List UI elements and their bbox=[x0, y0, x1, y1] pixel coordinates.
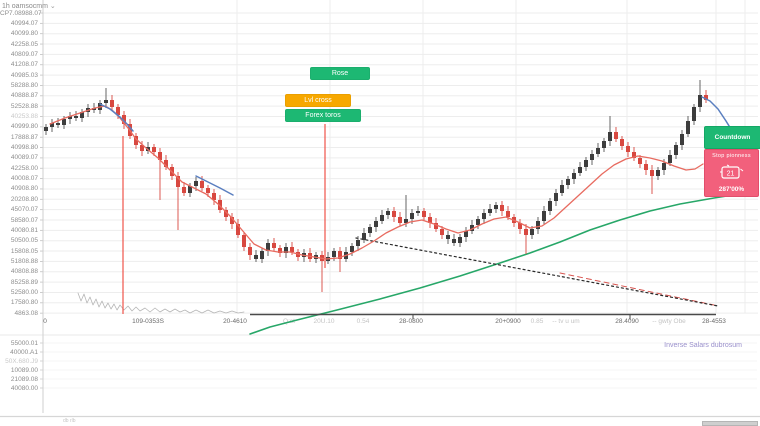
y-axis-label: 17580.80 bbox=[10, 299, 38, 307]
chevron-down-icon: ⌄ bbox=[49, 3, 56, 10]
alert-badge-forex-toros[interactable]: Forex toros bbox=[285, 109, 361, 122]
y-axis-lower-label: 40000.A1 bbox=[10, 348, 38, 356]
y-axis-label: 40809.07 bbox=[10, 50, 38, 58]
indicator-note: Inverse Salars dubrosum bbox=[664, 342, 742, 349]
y-axis-label: 42258.00 bbox=[10, 164, 38, 172]
y-axis-label: 42258.05 bbox=[10, 40, 38, 48]
stop-icon: 21 bbox=[719, 164, 743, 179]
x-axis-label: 0 bbox=[43, 318, 47, 325]
y-axis-lower-label: 55000.01 bbox=[10, 339, 38, 347]
x-axis-label: 109-0353S bbox=[132, 318, 164, 325]
footer-tiny-text: db rlb bbox=[63, 418, 76, 424]
countdown-text: Countdown bbox=[714, 134, 751, 141]
x-axis-label-faint: 0.85 bbox=[530, 318, 544, 325]
y-axis-label: 40808.88 bbox=[10, 268, 38, 276]
y-axis-label: 52528.88 bbox=[10, 102, 38, 110]
x-axis-label-faint: 0.54 bbox=[356, 318, 370, 325]
y-axis-label: 52580.00 bbox=[10, 288, 38, 296]
y-axis-label: 40908.80 bbox=[10, 185, 38, 193]
alert-badge-rose[interactable]: Rose bbox=[310, 67, 370, 80]
x-axis-label: 28.4090 bbox=[615, 318, 639, 325]
symbol-label: 1h oamsocmm bbox=[2, 3, 48, 10]
y-axis-label: 40253.88 bbox=[10, 113, 38, 120]
x-axis-label-faint: -- tv u um bbox=[552, 318, 580, 325]
y-axis-lower-label: 50X.680.J9 bbox=[5, 357, 38, 365]
y-axis-label: 40089.07 bbox=[10, 154, 38, 162]
y-axis-label: 40099.80 bbox=[10, 30, 38, 38]
y-axis-label: 40999.80 bbox=[10, 123, 38, 131]
y-axis-label: 17888.87 bbox=[10, 133, 38, 141]
alert-badge-lvl-cross[interactable]: Lvl cross bbox=[285, 94, 351, 107]
y-axis-lower-label: 21089.08 bbox=[10, 375, 38, 383]
chart-symbol-title[interactable]: 1h oamsocmm ⌄ bbox=[2, 2, 56, 10]
x-axis-label: 20-4610 bbox=[223, 318, 247, 325]
y-axis-label: 58288.80 bbox=[10, 81, 38, 89]
y-axis-label: 45070.07 bbox=[10, 206, 38, 214]
y-axis-label: 40008.07 bbox=[10, 175, 38, 183]
y-axis-label: 41208.07 bbox=[10, 61, 38, 69]
y-axis-label: 51808.88 bbox=[10, 257, 38, 265]
y-axis-label: 85258.89 bbox=[10, 278, 38, 286]
stop-signal-card[interactable]: Stop pionness 21 287'00% bbox=[704, 149, 759, 197]
countdown-label[interactable]: Countdown bbox=[704, 126, 760, 149]
y-axis-label: 40994.07 bbox=[10, 19, 38, 27]
y-axis-label: 15808.05 bbox=[10, 247, 38, 255]
x-axis-label: 20+0900 bbox=[495, 318, 521, 325]
x-axis-label-faint: -- gwty Obe bbox=[652, 318, 686, 325]
x-axis-label-faint: 20U.10 bbox=[313, 318, 335, 325]
horizontal-scrollbar[interactable] bbox=[702, 421, 758, 426]
y-axis-label: CP7.08988.07 bbox=[0, 9, 42, 17]
y-axis-label: 50500.05 bbox=[10, 237, 38, 245]
y-axis-lower-label: 40080.00 bbox=[10, 384, 38, 392]
y-axis-label: 40888.87 bbox=[10, 92, 38, 100]
y-axis-label: 20208.80 bbox=[10, 195, 38, 203]
y-axis-label: 40998.80 bbox=[10, 144, 38, 152]
y-axis-label: 40080.81 bbox=[10, 226, 38, 234]
x-axis-label: 28-0800 bbox=[399, 318, 423, 325]
stop-card-percent: 287'00% bbox=[718, 186, 745, 193]
y-axis-label: 58580.07 bbox=[10, 216, 38, 224]
x-axis-label: 28-4553 bbox=[702, 318, 726, 325]
stop-card-title: Stop pionness bbox=[712, 153, 751, 159]
y-axis-label: 4863.08 bbox=[14, 309, 39, 317]
y-axis-lower-label: 10089.00 bbox=[10, 366, 38, 374]
y-axis-label: 40985.03 bbox=[10, 71, 38, 79]
svg-text:21: 21 bbox=[726, 171, 734, 178]
